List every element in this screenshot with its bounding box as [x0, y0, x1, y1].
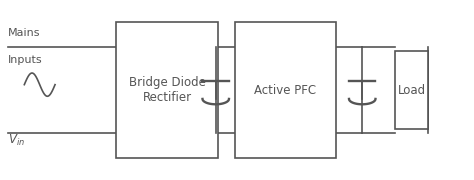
- Bar: [395, 51, 428, 129]
- Text: $V_{in}$: $V_{in}$: [8, 132, 25, 148]
- Text: Inputs: Inputs: [8, 55, 42, 65]
- Text: Active PFC: Active PFC: [255, 84, 317, 96]
- Text: Bridge Diode
Rectifier: Bridge Diode Rectifier: [129, 76, 206, 104]
- Text: Mains: Mains: [8, 28, 40, 38]
- Bar: [235, 22, 336, 158]
- Bar: [117, 22, 218, 158]
- Text: Load: Load: [398, 84, 426, 96]
